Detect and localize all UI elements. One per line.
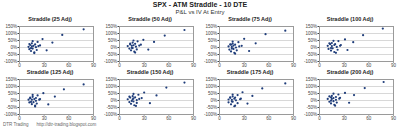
svg-text:30: 30 [242,63,248,68]
html-text:Straddle (50 Adj): Straddle (50 Adj) [128,16,172,22]
svg-text:100%: 100% [305,31,317,36]
svg-text:90: 90 [291,63,297,68]
svg-text:-50%: -50% [6,52,17,57]
svg-text:30: 30 [142,63,148,68]
svg-text:60: 60 [266,116,272,121]
svg-text:150%: 150% [305,24,317,29]
svg-text:0%: 0% [110,98,117,103]
svg-text:-100%: -100% [204,112,217,117]
html-text:SPX - ATM Straddle - 10 DTE: SPX - ATM Straddle - 10 DTE [152,1,248,8]
svg-text:0%: 0% [310,45,317,50]
html-text:P&L vs IV At Entry: P&L vs IV At Entry [175,9,225,15]
svg-text:60: 60 [366,116,372,121]
svg-text:0%: 0% [210,45,217,50]
svg-text:100%: 100% [205,84,217,89]
svg-text:90: 90 [191,63,197,68]
svg-text:90: 90 [91,63,97,68]
svg-text:-50%: -50% [106,105,117,110]
html-text:Straddle (100 Adj): Straddle (100 Adj) [326,16,374,22]
svg-text:0: 0 [218,116,221,121]
svg-text:30: 30 [42,63,48,68]
html-text:Straddle (25 Adj): Straddle (25 Adj) [28,16,72,22]
svg-text:150%: 150% [5,24,17,29]
svg-text:-50%: -50% [206,52,217,57]
svg-text:-100%: -100% [4,112,17,117]
svg-text:-50%: -50% [6,105,17,110]
svg-text:50%: 50% [308,38,317,43]
svg-text:0: 0 [18,63,21,68]
svg-text:30: 30 [242,116,248,121]
svg-text:150%: 150% [105,24,117,29]
svg-text:150%: 150% [205,77,217,82]
svg-text:0: 0 [118,116,121,121]
svg-text:90: 90 [191,116,197,121]
svg-text:60: 60 [166,116,172,121]
svg-text:100%: 100% [5,84,17,89]
svg-text:150%: 150% [105,77,117,82]
svg-text:0: 0 [318,116,321,121]
html-text:Straddle (200 Adj): Straddle (200 Adj) [326,69,374,75]
svg-text:50%: 50% [8,38,17,43]
svg-text:30: 30 [342,116,348,121]
svg-text:60: 60 [66,63,72,68]
svg-text:30: 30 [142,116,148,121]
svg-text:100%: 100% [205,31,217,36]
svg-text:60: 60 [166,63,172,68]
svg-text:0: 0 [318,63,321,68]
svg-text:150%: 150% [5,77,17,82]
svg-text:90: 90 [91,116,97,121]
svg-text:0%: 0% [110,45,117,50]
svg-text:-100%: -100% [104,59,117,64]
svg-text:50%: 50% [308,91,317,96]
svg-text:50%: 50% [208,91,217,96]
svg-text:-50%: -50% [106,52,117,57]
svg-text:-50%: -50% [306,105,317,110]
svg-text:30: 30 [342,63,348,68]
svg-text:100%: 100% [305,84,317,89]
svg-text:-100%: -100% [304,112,317,117]
svg-text:0: 0 [118,63,121,68]
svg-text:100%: 100% [5,31,17,36]
svg-text:50%: 50% [108,38,117,43]
svg-text:100%: 100% [105,31,117,36]
svg-text:30: 30 [42,116,48,121]
svg-text:-100%: -100% [304,59,317,64]
svg-text:-100%: -100% [104,112,117,117]
svg-text:100%: 100% [105,84,117,89]
svg-text:150%: 150% [305,77,317,82]
svg-text:60: 60 [66,116,72,121]
svg-text:90: 90 [291,116,297,121]
svg-text:-50%: -50% [306,52,317,57]
svg-text:-100%: -100% [4,59,17,64]
html-text:Straddle (175 Adj): Straddle (175 Adj) [226,69,274,75]
svg-text:50%: 50% [108,91,117,96]
svg-text:60: 60 [266,63,272,68]
html-text:Straddle (150 Adj): Straddle (150 Adj) [126,69,174,75]
html-text:Straddle (75 Adj): Straddle (75 Adj) [228,16,272,22]
svg-text:-50%: -50% [206,105,217,110]
svg-text:60: 60 [366,63,372,68]
svg-text:50%: 50% [8,91,17,96]
svg-text:0%: 0% [10,98,17,103]
svg-text:90: 90 [391,116,397,121]
svg-text:50%: 50% [208,38,217,43]
svg-text:0%: 0% [210,98,217,103]
svg-text:-100%: -100% [204,59,217,64]
svg-text:90: 90 [391,63,397,68]
html-text:Straddle (125 Adj): Straddle (125 Adj) [26,69,74,75]
svg-text:0%: 0% [10,45,17,50]
svg-text:0%: 0% [310,98,317,103]
svg-text:150%: 150% [205,24,217,29]
svg-text:0: 0 [218,63,221,68]
html-text:http://dtr-trading.blogspot.co: http://dtr-trading.blogspot.com [36,122,97,127]
svg-text:0: 0 [18,116,21,121]
html-text:DTR Trading: DTR Trading [3,122,29,127]
